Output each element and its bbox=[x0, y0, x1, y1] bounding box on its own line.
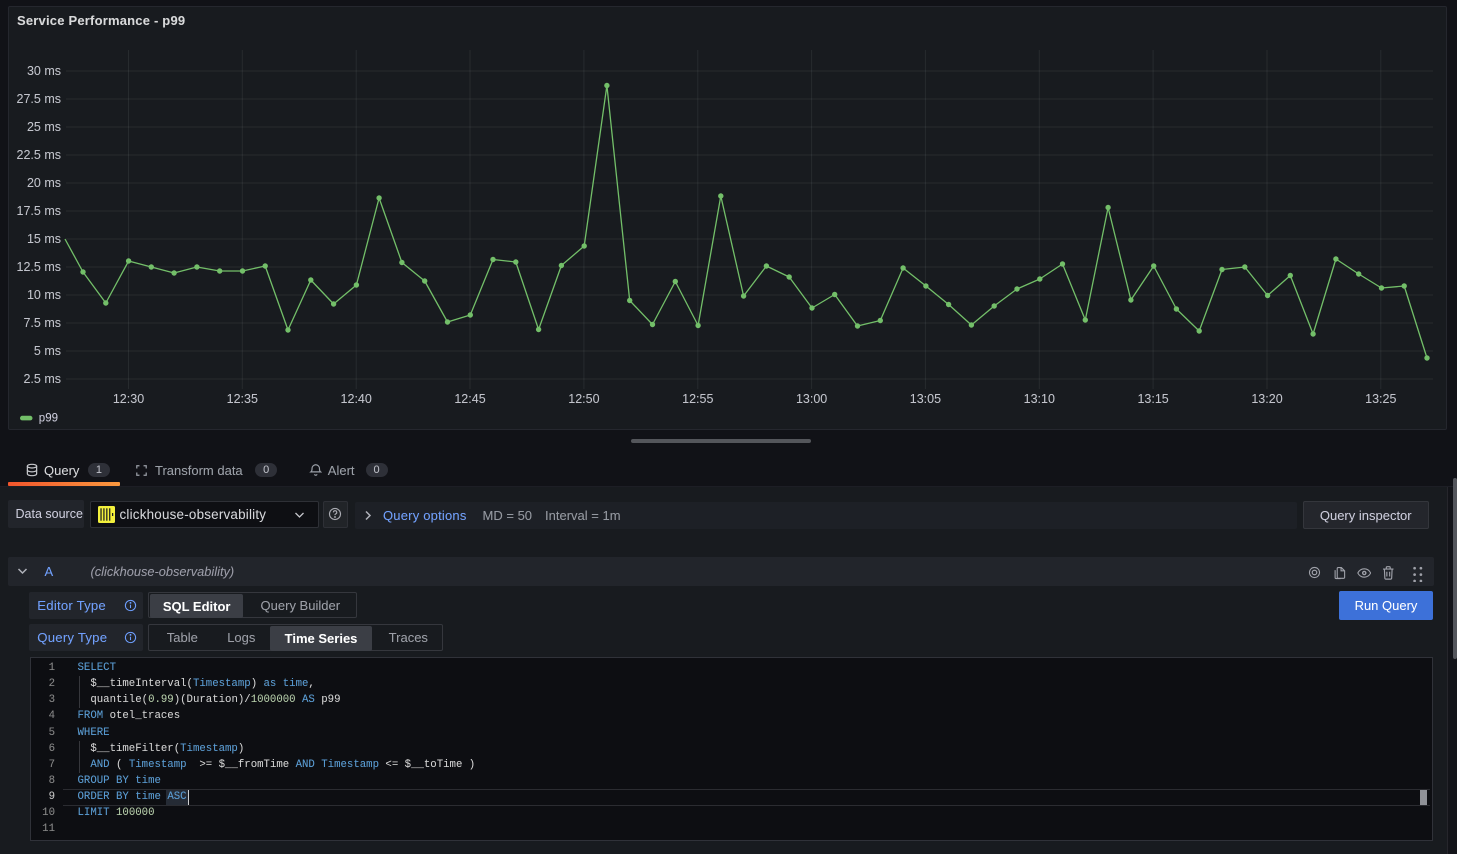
svg-text:20 ms: 20 ms bbox=[27, 176, 61, 190]
svg-text:5 ms: 5 ms bbox=[34, 344, 61, 358]
svg-text:30 ms: 30 ms bbox=[27, 64, 61, 78]
svg-text:13:10: 13:10 bbox=[1024, 392, 1055, 406]
svg-text:12.5 ms: 12.5 ms bbox=[17, 260, 61, 274]
svg-text:13:20: 13:20 bbox=[1251, 392, 1282, 406]
svg-text:12:55: 12:55 bbox=[682, 392, 713, 406]
svg-text:12:50: 12:50 bbox=[568, 392, 599, 406]
svg-text:15 ms: 15 ms bbox=[27, 232, 61, 246]
svg-text:12:30: 12:30 bbox=[113, 392, 144, 406]
svg-text:7.5 ms: 7.5 ms bbox=[23, 316, 61, 330]
svg-text:13:00: 13:00 bbox=[796, 392, 827, 406]
svg-text:27.5 ms: 27.5 ms bbox=[17, 92, 61, 106]
svg-text:12:40: 12:40 bbox=[341, 392, 372, 406]
svg-text:13:05: 13:05 bbox=[910, 392, 941, 406]
svg-text:p99: p99 bbox=[39, 413, 58, 425]
svg-text:12:35: 12:35 bbox=[227, 392, 258, 406]
svg-text:17.5 ms: 17.5 ms bbox=[17, 204, 61, 218]
svg-text:25 ms: 25 ms bbox=[27, 120, 61, 134]
svg-text:2.5 ms: 2.5 ms bbox=[23, 372, 61, 386]
svg-text:22.5 ms: 22.5 ms bbox=[17, 148, 61, 162]
svg-text:10 ms: 10 ms bbox=[27, 288, 61, 302]
svg-text:13:25: 13:25 bbox=[1365, 392, 1396, 406]
svg-text:12:45: 12:45 bbox=[454, 392, 485, 406]
svg-text:13:15: 13:15 bbox=[1137, 392, 1168, 406]
